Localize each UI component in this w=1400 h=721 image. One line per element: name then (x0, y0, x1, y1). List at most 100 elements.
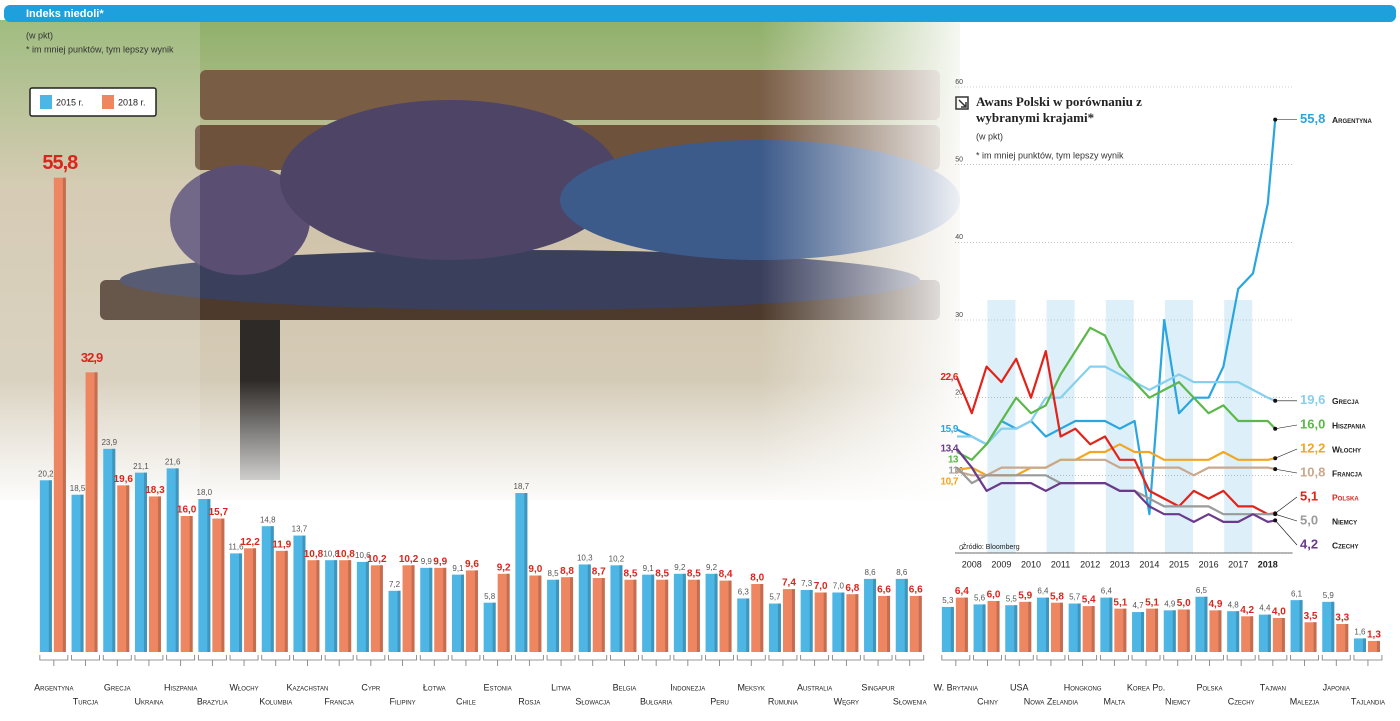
bar-side (746, 598, 750, 652)
x-tick-label: Niemcy (1165, 696, 1191, 706)
value-label: 4,8 (1228, 600, 1240, 609)
value-label: 6,0 (987, 590, 1001, 601)
bar-side (1313, 622, 1317, 652)
value-label: 11,6 (229, 543, 245, 552)
category-bracket (1068, 655, 1098, 666)
value-label: 7,0 (814, 581, 828, 592)
category-bracket (1195, 655, 1224, 666)
value-label: 5,4 (1082, 595, 1096, 606)
bar-side (1299, 600, 1303, 652)
bar-side (1250, 616, 1254, 652)
value-label: 8,5 (655, 568, 669, 579)
line (955, 350, 1276, 516)
value-label: 7,2 (389, 580, 401, 589)
category-bracket (197, 655, 227, 666)
bar-side (1362, 638, 1366, 652)
leader-line (1275, 513, 1298, 522)
bar-side (1091, 606, 1095, 652)
x-tick-label: 2011 (1051, 559, 1070, 569)
value-label: 1,3 (1367, 630, 1381, 641)
y-tick-label: 50 (955, 157, 963, 164)
x-tick-label: Chile (456, 696, 476, 706)
category-bracket (1258, 655, 1288, 666)
value-label: 8,5 (687, 568, 701, 579)
value-label: 4,9 (1208, 599, 1222, 610)
category-bracket (483, 655, 513, 666)
y-tick-label: 60 (955, 79, 963, 86)
value-label: 10,3 (577, 554, 593, 563)
x-tick-label: Czechy (1228, 696, 1255, 706)
x-tick-label: Rumunia (768, 696, 798, 706)
value-label: 10,6 (355, 551, 371, 560)
series-label: Polska (1332, 492, 1359, 502)
bar-side (982, 604, 986, 652)
bar-side (601, 578, 605, 652)
x-tick-label: Korea Pd. (1127, 682, 1165, 692)
value-label: 5,7 (1069, 593, 1081, 602)
bar-side (651, 574, 655, 652)
x-tick-label: Meksyk (737, 682, 765, 692)
y-tick-label: 0 (959, 545, 963, 552)
x-tick-label: Hiszpania (164, 682, 197, 692)
source: Źródło: Bloomberg (962, 542, 1020, 551)
bar-side (1077, 603, 1081, 652)
value-label: 6,5 (1196, 586, 1208, 595)
x-tick-label: Argentyna (34, 682, 73, 692)
value-label: 7,3 (801, 579, 813, 588)
bar-side (143, 472, 147, 652)
photo-fade (0, 380, 980, 510)
bar-side (1281, 618, 1285, 652)
y-tick-label: 30 (955, 312, 963, 319)
x-tick-label: Nowa Zelandia (1024, 696, 1078, 706)
value-label: 5,0 (1177, 598, 1191, 609)
bar-side (1014, 605, 1018, 652)
x-tick-label: Bułgaria (640, 696, 672, 706)
value-label: 5,9 (1018, 590, 1032, 601)
x-tick-label: Włochy (229, 682, 258, 692)
value-label: 10,8 (304, 549, 324, 560)
bar-side (397, 590, 401, 652)
bar-side (904, 578, 908, 652)
bar-side (1045, 597, 1049, 652)
value-label: 18,5 (70, 484, 86, 493)
category-bracket (102, 655, 132, 666)
x-tick-label: Tajlandia (1351, 696, 1385, 706)
end-value-label: 5,1 (1300, 488, 1318, 503)
bar-side (1028, 601, 1032, 652)
bar-side (492, 602, 496, 652)
category-bracket (1004, 655, 1034, 666)
category-bracket (1036, 655, 1066, 666)
line (956, 119, 1277, 516)
bar-side (556, 579, 560, 652)
category-bracket (166, 655, 196, 666)
bar-side (841, 592, 845, 652)
value-label: 4,2 (1240, 605, 1254, 616)
series-label: Francja (1332, 468, 1363, 478)
bar-side (682, 573, 686, 652)
value-label: 10,2 (367, 554, 387, 565)
x-tick-label: Cypr (361, 682, 381, 692)
series-label: Grecja (1332, 396, 1360, 406)
value-label: 12,2 (240, 537, 260, 548)
bar-side (1155, 608, 1159, 652)
bar-side (1218, 610, 1222, 652)
bar-side (873, 578, 877, 652)
x-tick-label: W. Brytania (934, 682, 978, 692)
x-tick-label: Turcja (73, 696, 99, 706)
x-tick-label: 2014 (1139, 559, 1159, 569)
value-label: 10,8 (323, 549, 339, 558)
series-label: Argentyna (1332, 115, 1372, 125)
category-bracket (1099, 655, 1129, 666)
value-label: 16,0 (177, 505, 197, 516)
value-label: 5,1 (1145, 597, 1159, 608)
bar-side (996, 601, 1000, 652)
x-tick-label: 2012 (1080, 559, 1100, 569)
bar-side (80, 494, 84, 652)
leader-line (1275, 468, 1298, 474)
leader-line (1274, 520, 1298, 546)
category-bracket (419, 655, 449, 666)
category-bracket (863, 655, 893, 666)
end-value-label: 16,0 (1300, 416, 1325, 431)
x-tick-label: Singapur (861, 682, 895, 692)
